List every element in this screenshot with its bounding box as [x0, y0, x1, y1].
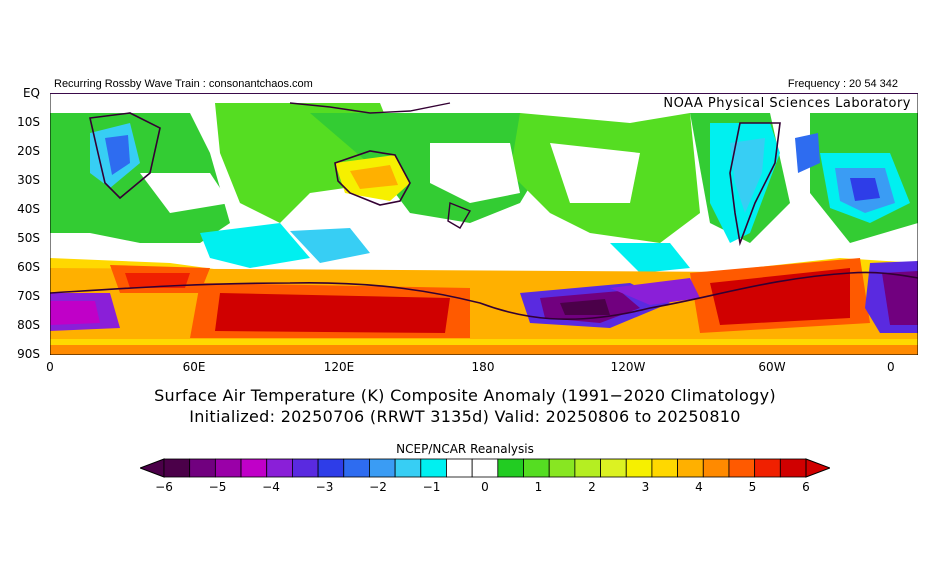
colorbar-swatch	[548, 458, 576, 478]
colorbar-tick-label: −1	[422, 480, 441, 494]
colorbar-swatch	[317, 458, 345, 478]
colorbar-swatch	[728, 458, 756, 478]
colorbar-swatch	[651, 458, 679, 478]
lon-label-0-left: 0	[46, 360, 54, 374]
colorbar-swatch	[163, 458, 191, 478]
colorbar-left-arrow	[140, 458, 165, 478]
lat-label-eq: EQ	[22, 86, 40, 100]
colorbar-swatch	[369, 458, 396, 478]
colorbar-swatch	[394, 458, 422, 478]
colorbar-right-arrow	[805, 458, 830, 478]
colorbar-swatch	[266, 458, 293, 478]
colorbar-swatch	[600, 458, 627, 478]
colorbar-tick-label: −6	[155, 480, 173, 494]
lon-label-120w: 120W	[610, 360, 646, 374]
colorbar	[140, 458, 830, 478]
colorbar-tick-label: 0	[481, 480, 489, 494]
lat-label-20s: 20S	[17, 144, 40, 158]
colorbar-swatch	[754, 458, 781, 478]
attribution-text: Recurring Rossby Wave Train : consonantc…	[54, 78, 313, 90]
colorbar-swatch	[779, 458, 807, 478]
lat-label-30s: 30S	[17, 173, 40, 187]
colorbar-swatch	[471, 458, 499, 478]
lab-name: NOAA Physical Sciences Laboratory	[661, 96, 913, 111]
colorbar-swatch	[702, 458, 730, 478]
lat-label-40s: 40S	[17, 202, 40, 216]
lat-label-60s: 60S	[17, 260, 40, 274]
lon-label-0-right: 0	[887, 360, 895, 374]
lon-label-60e: 60E	[182, 360, 206, 374]
colorbar-tick-label: 1	[534, 480, 543, 494]
colorbar-swatch	[189, 458, 216, 478]
colorbar-swatch	[291, 458, 319, 478]
colorbar-tick-label: 4	[695, 480, 703, 494]
colorbar-swatch	[446, 458, 473, 478]
lat-label-10s: 10S	[17, 115, 40, 129]
colorbar-tick-label: 2	[588, 480, 596, 494]
colorbar-tick-label: −5	[208, 480, 227, 494]
colorbar-swatch	[677, 458, 704, 478]
lat-label-50s: 50S	[17, 231, 40, 245]
colorbar-tick-label: −3	[315, 480, 334, 494]
lat-label-90s: 90S	[17, 347, 40, 361]
colorbar-swatch	[625, 458, 653, 478]
colorbar-tick-label: 6	[802, 480, 810, 494]
lat-label-70s: 70S	[17, 289, 40, 303]
colorbar-swatch	[523, 458, 550, 478]
chart-title: Surface Air Temperature (K) Composite An…	[154, 386, 776, 405]
colorbar-tick-label: 5	[748, 480, 757, 494]
data-source: NCEP/NCAR Reanalysis	[396, 442, 534, 456]
anomaly-map	[50, 93, 918, 355]
colorbar-swatch	[343, 458, 370, 478]
colorbar-tick-label: −4	[262, 480, 280, 494]
colorbar-tick-label: −2	[369, 480, 387, 494]
colorbar-swatch	[240, 458, 268, 478]
lon-label-180: 180	[471, 360, 495, 374]
colorbar-tick-label: 3	[641, 480, 650, 494]
lon-label-60w: 60W	[758, 360, 786, 374]
chart-subtitle: Initialized: 20250706 (RRWT 3135d) Valid…	[189, 407, 741, 426]
colorbar-swatch	[574, 458, 601, 478]
lon-label-120e: 120E	[323, 360, 355, 374]
lat-label-80s: 80S	[17, 318, 40, 332]
colorbar-swatch	[497, 458, 524, 478]
colorbar-swatch	[214, 458, 242, 478]
frequency-text: Frequency : 20 54 342	[787, 78, 898, 90]
colorbar-swatch	[420, 458, 447, 478]
